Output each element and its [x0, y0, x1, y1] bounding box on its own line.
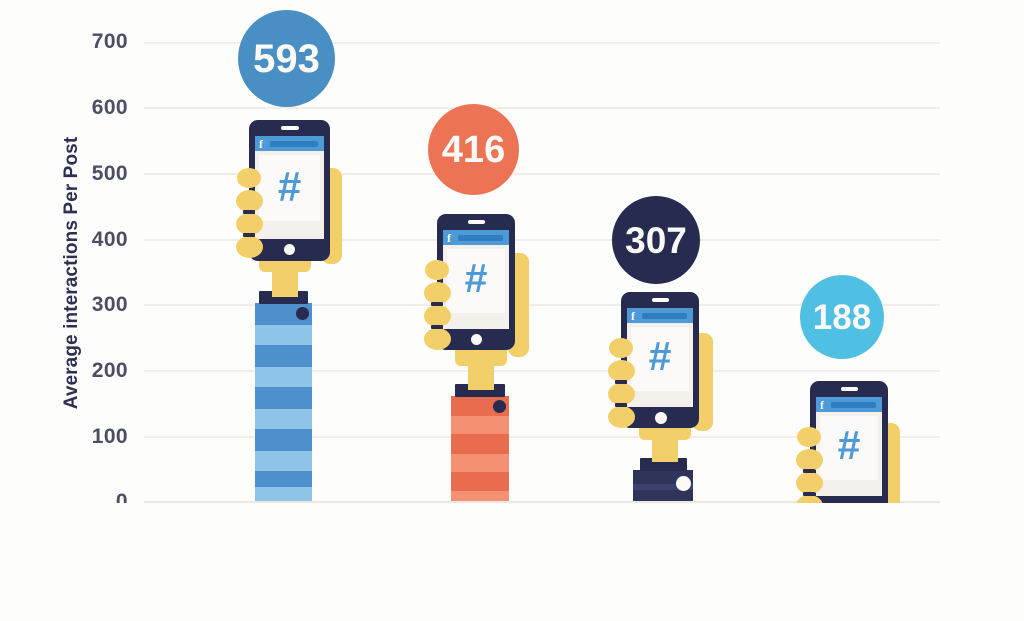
gridline-400 [144, 239, 940, 241]
y-tick-100: 100 [91, 425, 128, 448]
gridline-600 [144, 107, 940, 109]
y-tick-200: 200 [91, 359, 128, 382]
finger-1 [609, 338, 633, 358]
smartphone-1-2[interactable]: f # [249, 120, 330, 261]
gridline-700 [144, 42, 940, 44]
y-tick-600: 600 [91, 96, 128, 119]
hashtag-icon: # [464, 255, 488, 301]
value-bubble-10-plus[interactable]: 188 [800, 275, 884, 359]
bar-3-5[interactable] [451, 396, 509, 501]
cuff-button-3-5 [493, 400, 506, 413]
post-card [820, 416, 878, 480]
knuckle-1 [803, 469, 815, 473]
y-tick-500: 500 [91, 162, 128, 185]
phone-screen: f # [255, 136, 324, 239]
finger-1 [425, 260, 449, 280]
knuckle-2 [243, 233, 255, 237]
y-axis-title: Average interactions Per Post [61, 136, 82, 410]
facebook-header-bar: f [255, 136, 324, 151]
facebook-f-icon: f [447, 231, 451, 245]
phone-screen: f # [627, 308, 693, 407]
bar-stripes [255, 303, 312, 501]
phone-speaker-icon [652, 298, 669, 302]
smartphone-10-plus[interactable]: f # [810, 381, 888, 517]
smartphone-6-10[interactable]: f # [621, 292, 699, 428]
gridline-0 [144, 501, 940, 503]
value-bubble-3-5[interactable]: 416 [428, 104, 519, 195]
gridline-500 [144, 173, 940, 175]
y-tick-400: 400 [91, 228, 128, 251]
finger-4 [236, 236, 263, 258]
post-card [447, 249, 505, 313]
phone-speaker-icon [468, 220, 485, 224]
finger-3 [424, 305, 451, 327]
facebook-header-bar: f [443, 230, 509, 245]
post-card [631, 327, 689, 391]
hashtag-icon: # [837, 422, 861, 468]
phone-home-button [655, 412, 667, 424]
phone-speaker-icon [281, 126, 299, 130]
facebook-f-icon: f [820, 398, 824, 412]
knuckle-1 [431, 302, 443, 306]
finger-3 [608, 383, 635, 405]
facebook-searchbar-icon [270, 141, 318, 147]
bar-stripes [451, 396, 509, 501]
knuckle-1 [615, 380, 627, 384]
finger-2 [236, 190, 263, 212]
facebook-f-icon: f [631, 309, 635, 323]
y-tick-0: 0 [115, 490, 128, 513]
phone-screen: f # [816, 397, 882, 496]
finger-4 [424, 328, 451, 350]
finger-1 [797, 427, 821, 447]
post-card [259, 155, 320, 221]
value-bubble-1-2[interactable]: 593 [238, 10, 335, 107]
hashtag-icon: # [277, 163, 302, 210]
knuckle-2 [615, 403, 627, 407]
gridline-200 [144, 370, 940, 372]
knuckle-1 [243, 210, 255, 214]
gridline-300 [144, 304, 940, 306]
phone-screen: f # [443, 230, 509, 329]
cuff-button-6-10 [676, 476, 691, 491]
finger-3 [796, 472, 823, 494]
phone-home-button [284, 244, 295, 255]
facebook-searchbar-icon [831, 402, 876, 408]
finger-3 [236, 213, 263, 235]
axis-clip-mask [0, 503, 1024, 621]
value-bubble-6-10[interactable]: 307 [612, 196, 700, 284]
knuckle-2 [803, 492, 815, 496]
y-tick-300: 300 [91, 293, 128, 316]
finger-2 [424, 282, 451, 304]
finger-2 [608, 360, 635, 382]
facebook-searchbar-icon [458, 235, 503, 241]
gridline-100 [144, 436, 940, 438]
phone-speaker-icon [841, 387, 858, 391]
phone-home-button [471, 334, 482, 345]
finger-1 [237, 168, 261, 188]
cuff-button-1-2 [296, 307, 309, 320]
knuckle-2 [431, 325, 443, 329]
facebook-header-bar: f [816, 397, 882, 412]
facebook-header-bar: f [627, 308, 693, 323]
finger-2 [796, 449, 823, 471]
finger-4 [608, 406, 635, 428]
bar-1-2[interactable] [255, 303, 312, 501]
facebook-f-icon: f [259, 137, 263, 151]
y-tick-700: 700 [91, 30, 128, 53]
hashtag-icon: # [648, 333, 672, 379]
smartphone-3-5[interactable]: f # [437, 214, 515, 350]
facebook-searchbar-icon [642, 313, 687, 319]
